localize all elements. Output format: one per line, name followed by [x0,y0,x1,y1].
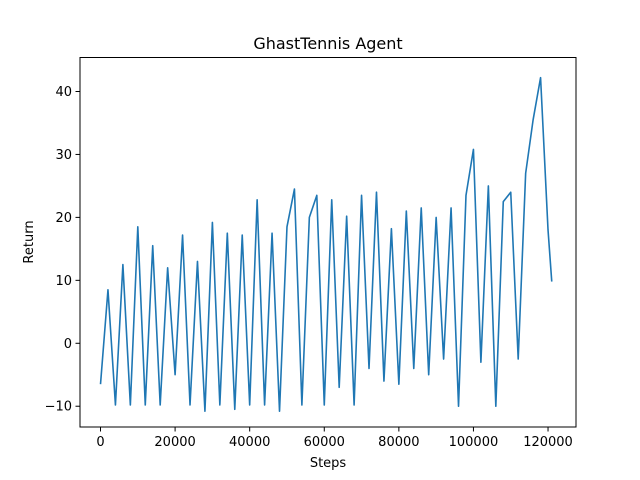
x-tick-label: 80000 [378,435,419,450]
chart-title: GhastTennis Agent [253,34,402,53]
x-tick-label: 20000 [154,435,195,450]
y-axis-label: Return [22,220,37,263]
x-axis: 0 20000 40000 60000 80000 100000 120000 [96,427,573,450]
x-tick-label: 60000 [304,435,345,450]
x-tick-label: 0 [96,435,104,450]
x-tick-label: 120000 [523,435,573,450]
y-tick-label: 40 [55,85,72,100]
series-line-1 [99,76,553,413]
y-tick-label: 0 [64,337,72,352]
series-layer [99,76,553,413]
y-tick-label: 20 [55,211,72,226]
x-tick-label: 40000 [229,435,270,450]
plot-frame [79,57,577,428]
y-tick-label: −10 [45,400,72,415]
x-tick-label: 100000 [449,435,499,450]
x-axis-label: Steps [310,456,347,471]
y-axis: −10 0 10 20 30 40 [45,85,80,415]
y-tick-label: 10 [55,274,72,289]
y-tick-label: 30 [55,148,72,163]
